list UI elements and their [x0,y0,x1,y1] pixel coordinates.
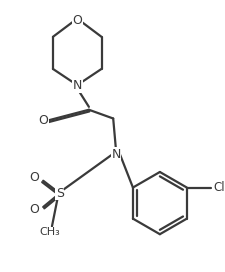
Text: N: N [111,148,120,161]
Text: O: O [29,203,39,217]
Text: S: S [56,187,63,200]
Text: O: O [72,14,82,27]
Text: N: N [72,79,81,92]
Text: O: O [29,171,39,184]
Text: Cl: Cl [212,181,224,194]
Text: O: O [38,114,48,127]
Text: CH₃: CH₃ [39,227,60,237]
